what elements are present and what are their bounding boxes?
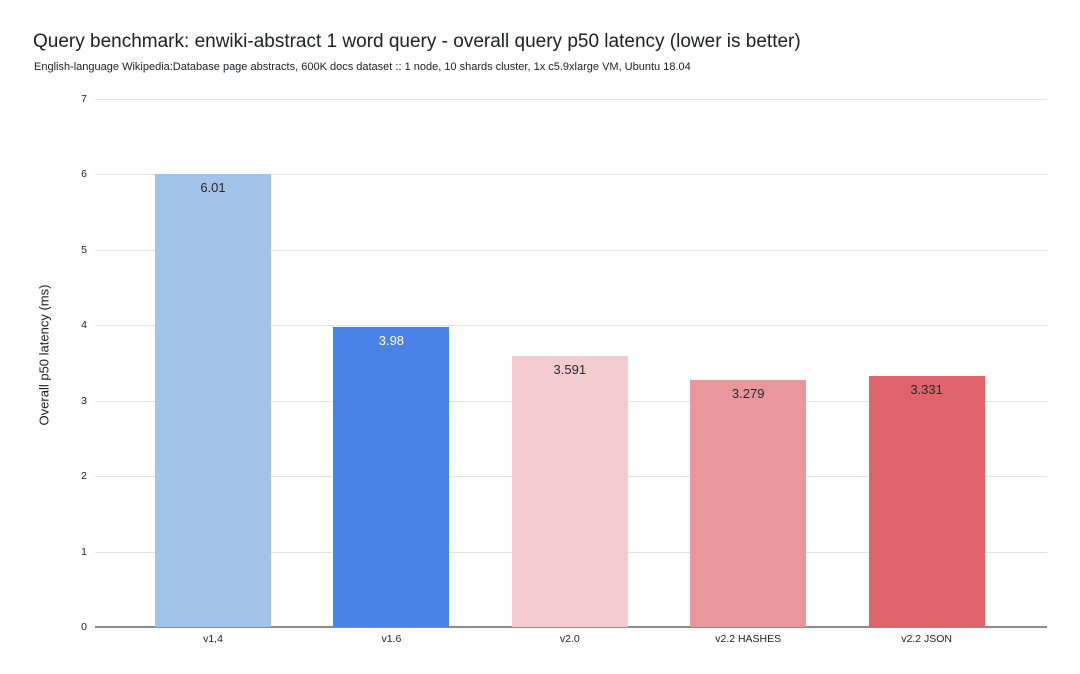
y-axis-title: Overall p50 latency (ms) xyxy=(36,284,52,426)
x-category-label: v2.2 HASHES xyxy=(715,633,782,645)
y-tick-label: 7 xyxy=(81,93,87,105)
bar-v2.0 xyxy=(511,356,628,627)
plot-area: 6.01 3.98 3.591 3.279 3.331 xyxy=(95,99,1047,628)
x-category-label: v2.2 JSON xyxy=(901,633,952,645)
x-category-label: v2.0 xyxy=(559,633,580,645)
chart-subtitle: English-language Wikipedia:Database page… xyxy=(34,61,691,73)
gridline xyxy=(95,250,1047,251)
bar-value-label: 3.331 xyxy=(910,381,943,397)
y-tick-label: 3 xyxy=(81,394,87,407)
gridline xyxy=(95,99,1047,100)
chart-title: Query benchmark: enwiki-abstract 1 word … xyxy=(33,31,801,52)
bar-v1-4 xyxy=(155,173,271,627)
bar-value-label: 3.98 xyxy=(378,332,405,348)
y-tick-label: 1 xyxy=(81,545,87,558)
x-axis-line xyxy=(95,626,1047,628)
y-tick-label: 6 xyxy=(81,168,87,181)
bar-value-label: 3.279 xyxy=(731,385,765,401)
bar-v2.2-hashes xyxy=(690,379,807,627)
bar-v2.2-json xyxy=(868,375,985,627)
bar-v1.6 xyxy=(333,326,450,627)
y-tick-label: 2 xyxy=(81,470,87,483)
x-category-label: v1,4 xyxy=(203,633,223,645)
y-tick-label: 4 xyxy=(81,319,87,332)
y-tick-label: 0 xyxy=(81,621,87,633)
x-category-label: v1.6 xyxy=(381,633,402,645)
y-tick-label: 5 xyxy=(81,243,87,256)
gridline xyxy=(95,325,1047,326)
bar-value-label: 3.591 xyxy=(553,362,587,378)
gridline xyxy=(95,174,1047,175)
bar-value-label: 6.01 xyxy=(200,179,226,195)
